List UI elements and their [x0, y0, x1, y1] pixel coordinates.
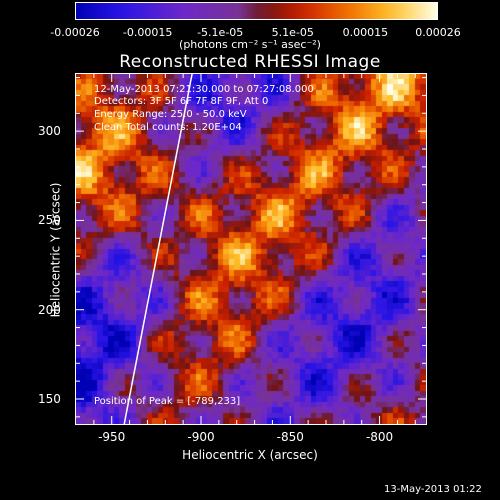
- info-energy-range: Energy Range: 25.0 - 50.0 keV: [94, 109, 247, 120]
- info-clean-counts: Clean Total counts: 1.20E+04: [94, 122, 242, 133]
- chart-title: Reconstructed RHESSI Image: [119, 52, 381, 72]
- y-tick-label: 250: [38, 213, 61, 228]
- colorbar-tick-label: 0.00026: [415, 26, 461, 39]
- colorbar: [75, 2, 438, 20]
- colorbar-tick-label: -0.00026: [50, 26, 100, 39]
- colorbar-tick-label: 0.00015: [342, 26, 389, 39]
- y-axis-label: Heliocentric Y (arcsec): [48, 182, 63, 318]
- x-tick-label: -850: [276, 430, 304, 444]
- solar-limb-line: [123, 74, 193, 424]
- colorbar-unit: (photons cm⁻² s⁻¹ asec⁻²): [179, 38, 321, 51]
- x-tick-label: -900: [187, 430, 215, 444]
- plot-overlay: [76, 74, 426, 424]
- colorbar-tick-label: 5.1e-05: [271, 26, 314, 39]
- y-tick-label: 150: [38, 392, 61, 406]
- y-tick-label: 200: [38, 302, 61, 317]
- footer-timestamp: 13-May-2013 01:22: [384, 484, 482, 495]
- colorbar-tick-label: -5.1e-05: [197, 26, 244, 39]
- x-tick-label: -800: [365, 430, 394, 444]
- info-time-range: 12-May-2013 07:21:30.000 to 07:27:08.000: [94, 84, 314, 95]
- colorbar-tick-label: -0.00015: [122, 26, 173, 39]
- x-axis-label: Heliocentric X (arcsec): [182, 448, 318, 462]
- x-tick-label: -950: [98, 430, 126, 444]
- heatmap-plot: [75, 73, 427, 425]
- y-tick-label: 300: [38, 124, 61, 139]
- info-peak-position: Position of Peak = [-789,233]: [94, 396, 241, 407]
- info-detectors: Detectors: 3F 5F 6F 7F 8F 9F, Att 0: [94, 96, 269, 107]
- heatmap-canvas: [76, 74, 426, 424]
